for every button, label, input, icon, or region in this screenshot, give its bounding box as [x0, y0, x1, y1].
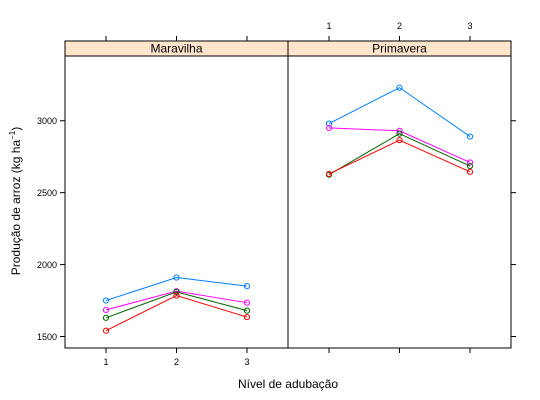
series-line-primavera-4: [328, 139, 471, 175]
panels-layer: Maravilha Primavera: [64, 40, 512, 349]
strip-label-maravilha: Maravilha: [150, 42, 202, 56]
y-axis-title-main: Produção de arroz (kg ha: [9, 140, 23, 276]
data-point-maravilha-1-3: [243, 283, 251, 290]
data-point-maravilha-3-1: [102, 314, 110, 321]
x-tick-label-bottom-1: 1: [103, 357, 108, 367]
data-point-primavera-1-2: [396, 84, 403, 91]
strip-label-primavera: Primavera: [372, 42, 427, 56]
data-point-maravilha-2-1: [102, 306, 110, 313]
x-axis-title: Nível de adubação: [238, 377, 338, 391]
data-point-primavera-3-2: [396, 130, 403, 137]
data-point-primavera-3-3: [466, 162, 474, 170]
data-point-primavera-4-2: [396, 137, 403, 144]
data-point-maravilha-4-2: [173, 292, 180, 299]
data-point-maravilha-1-1: [102, 297, 110, 304]
y-tick-label-2000: 2000: [37, 260, 57, 270]
y-tick-label-1500: 1500: [37, 332, 57, 342]
x-tick-label-top-1: 1: [326, 21, 331, 31]
x-tick-label-bottom-2: 2: [174, 357, 179, 367]
data-point-maravilha-4-1: [102, 327, 110, 334]
panel-frame-primavera: [287, 55, 512, 349]
series-line-maravilha-4: [105, 294, 248, 332]
y-axis-title-superscript: −1: [8, 130, 17, 140]
data-point-primavera-2-3: [466, 159, 474, 166]
data-point-primavera-4-3: [466, 168, 474, 175]
data-point-maravilha-1-2: [173, 274, 180, 281]
x-tick-label-top-3: 3: [467, 21, 472, 31]
data-point-primavera-1-1: [325, 120, 333, 127]
data-point-maravilha-2-3: [243, 299, 251, 306]
series-line-primavera-3: [328, 133, 471, 176]
y-axis-title-tail: ): [9, 127, 23, 131]
data-point-primavera-1-3: [466, 133, 474, 140]
y-tick-label-3000: 3000: [37, 116, 57, 126]
axes-layer: 1 1 2 2 3 3 1500 2000 2500 3000: [37, 21, 516, 367]
data-point-maravilha-3-3: [243, 307, 251, 314]
x-tick-label-top-2: 2: [397, 21, 402, 31]
y-tick-label-2500: 2500: [37, 188, 57, 198]
series-line-maravilha-1: [105, 277, 248, 302]
data-point-primavera-2-1: [325, 124, 333, 132]
series-line-maravilha-2: [105, 290, 248, 311]
data-point-maravilha-3-2: [173, 288, 180, 296]
data-point-primavera-4-1: [325, 170, 333, 178]
data-point-maravilha-4-3: [243, 313, 251, 321]
y-axis-title: Produção de arroz (kg ha−1): [8, 127, 23, 276]
series-line-primavera-1: [328, 87, 471, 137]
x-tick-label-bottom-3: 3: [244, 357, 249, 367]
panel-frame-maravilha: [64, 55, 289, 349]
series-line-maravilha-3: [105, 291, 248, 319]
